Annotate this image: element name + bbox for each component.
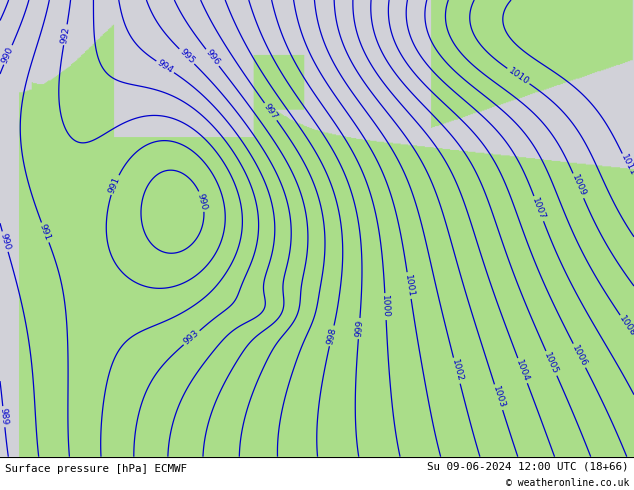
- Text: 990: 990: [1, 45, 15, 65]
- Text: 1007: 1007: [531, 196, 547, 221]
- Text: 989: 989: [0, 408, 9, 426]
- Text: 991: 991: [38, 223, 53, 242]
- Text: 1005: 1005: [543, 351, 560, 376]
- Text: 1003: 1003: [491, 385, 507, 410]
- Text: 992: 992: [60, 25, 71, 44]
- Text: 1004: 1004: [514, 358, 531, 383]
- Text: 1006: 1006: [570, 343, 588, 368]
- Text: 1011: 1011: [619, 153, 634, 178]
- Text: 1010: 1010: [507, 66, 531, 86]
- Text: 999: 999: [354, 319, 365, 338]
- Text: 995: 995: [178, 47, 196, 66]
- Text: Surface pressure [hPa] ECMWF: Surface pressure [hPa] ECMWF: [5, 465, 187, 474]
- Text: 1008: 1008: [618, 314, 634, 339]
- Text: 997: 997: [262, 102, 280, 122]
- Text: © weatheronline.co.uk: © weatheronline.co.uk: [505, 478, 629, 488]
- Text: 994: 994: [155, 58, 175, 75]
- Text: 998: 998: [325, 326, 338, 345]
- Text: Su 09-06-2024 12:00 UTC (18+66): Su 09-06-2024 12:00 UTC (18+66): [427, 461, 629, 471]
- Text: 1001: 1001: [403, 273, 415, 297]
- Text: 990: 990: [196, 192, 209, 211]
- Text: 991: 991: [107, 175, 122, 195]
- Text: 990: 990: [0, 232, 12, 251]
- Text: 996: 996: [204, 48, 221, 67]
- Text: 1000: 1000: [380, 295, 391, 319]
- Text: 1002: 1002: [450, 359, 464, 383]
- Text: 1009: 1009: [570, 173, 587, 198]
- Text: 993: 993: [182, 329, 201, 347]
